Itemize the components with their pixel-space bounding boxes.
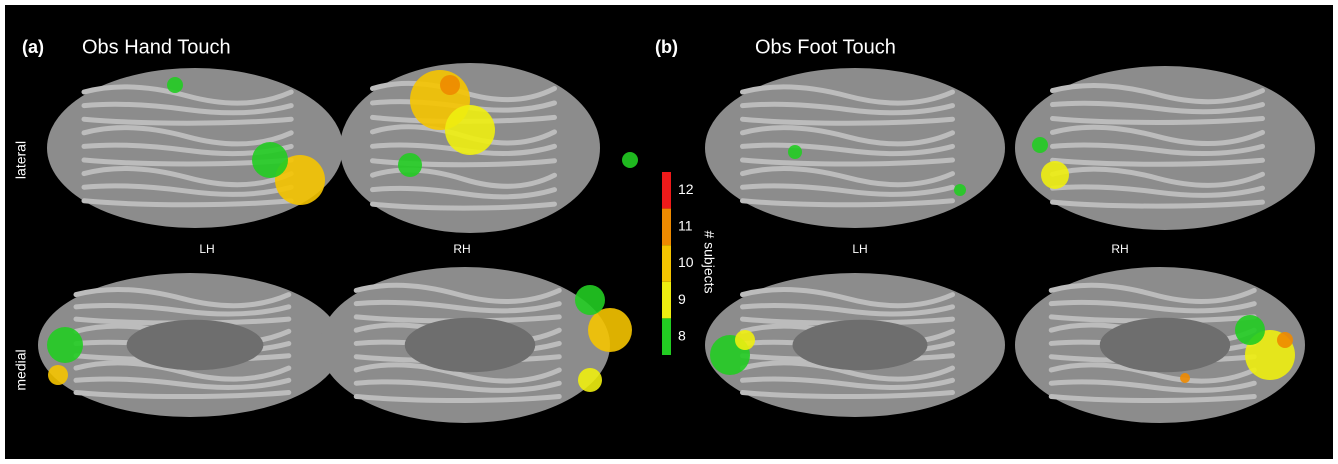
panel-title: Obs Hand Touch	[82, 36, 231, 58]
activation	[622, 152, 638, 168]
hemisphere-label: LH	[199, 242, 214, 256]
figure: (a) Obs Hand Touch (b) Obs Foot Touch la…	[0, 0, 1338, 464]
view-label: lateral	[13, 141, 29, 179]
colorbar-tick-label: 8	[678, 327, 686, 343]
panel-letter: (a)	[22, 37, 44, 57]
activation	[588, 308, 632, 352]
activation	[1235, 315, 1265, 345]
activation	[47, 327, 83, 363]
view-label: medial	[13, 349, 29, 390]
activation	[954, 184, 966, 196]
activation	[445, 105, 495, 155]
callosum	[1100, 318, 1231, 373]
activation	[575, 285, 605, 315]
colorbar-tick-label: 11	[678, 218, 693, 234]
hemisphere-label: RH	[1111, 242, 1128, 256]
activation	[1041, 161, 1069, 189]
callosum	[405, 318, 536, 373]
colorbar-tick-label: 9	[678, 291, 686, 307]
colorbar-tick-label: 12	[678, 181, 694, 197]
brain-surface	[705, 273, 1005, 417]
activation	[735, 330, 755, 350]
colorbar-segment	[662, 318, 671, 355]
activation	[578, 368, 602, 392]
brain-surface	[1015, 267, 1305, 423]
activation	[788, 145, 802, 159]
colorbar-segment	[662, 282, 671, 319]
activation	[48, 365, 68, 385]
activation	[440, 75, 460, 95]
brain-surface	[1015, 66, 1315, 230]
activation	[1277, 332, 1293, 348]
activation	[252, 142, 288, 178]
brain-surface	[38, 273, 342, 417]
activation	[167, 77, 183, 93]
activation	[398, 153, 422, 177]
panel-title: Obs Foot Touch	[755, 36, 896, 58]
brain-surface	[705, 68, 1005, 228]
colorbar-segment	[662, 245, 671, 282]
colorbar-tick-label: 10	[678, 254, 694, 270]
activation	[1180, 373, 1190, 383]
colorbar-label: # subjects	[701, 230, 717, 293]
panel-letter: (b)	[655, 37, 678, 57]
hemisphere-label: LH	[852, 242, 867, 256]
hemisphere-label: RH	[453, 242, 470, 256]
activation	[1032, 137, 1048, 153]
callosum	[127, 320, 264, 370]
colorbar-segment	[662, 209, 671, 246]
callosum	[793, 320, 928, 370]
brain-surface	[47, 68, 343, 228]
colorbar-segment	[662, 172, 671, 209]
